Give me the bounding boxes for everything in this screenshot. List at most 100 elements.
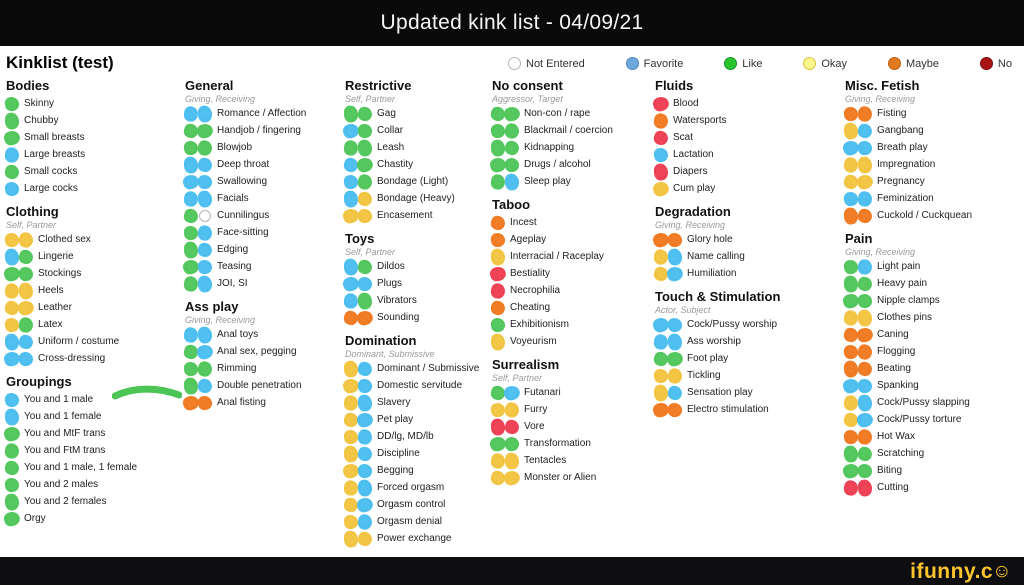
choice-circle-okay[interactable] [342, 393, 360, 412]
choice-circle-favorite[interactable] [856, 257, 874, 276]
choice-circle-favorite[interactable] [652, 332, 670, 351]
choice-circle-like[interactable] [183, 240, 199, 259]
choice-circle-like[interactable] [2, 128, 22, 147]
choice-circle-favorite[interactable] [357, 393, 373, 412]
choice-circle-no[interactable] [651, 94, 671, 113]
choice-circle-like[interactable] [3, 476, 21, 493]
choice-circle-maybe[interactable] [843, 359, 859, 378]
choice-circle-maybe[interactable] [342, 308, 360, 327]
choice-circle-no[interactable] [503, 417, 521, 436]
choice-circle-favorite[interactable] [4, 407, 20, 426]
choice-circle-okay[interactable] [502, 468, 522, 487]
choice-circle-okay[interactable] [489, 401, 507, 418]
choice-circle-favorite[interactable] [341, 274, 361, 293]
choice-circle-favorite[interactable] [197, 325, 213, 344]
choice-circle-favorite[interactable] [356, 444, 374, 463]
choice-circle-like[interactable] [842, 258, 860, 275]
choice-circle-okay[interactable] [842, 155, 860, 174]
choice-circle-no[interactable] [488, 264, 508, 283]
choice-circle-not-entered[interactable] [199, 209, 211, 222]
choice-circle-like[interactable] [357, 138, 373, 157]
choice-circle-like[interactable] [4, 111, 20, 130]
choice-circle-okay[interactable] [490, 332, 506, 351]
choice-circle-like[interactable] [503, 138, 521, 157]
choice-circle-okay[interactable] [342, 478, 360, 497]
choice-circle-favorite[interactable] [196, 173, 214, 190]
choice-circle-favorite[interactable] [842, 190, 860, 207]
choice-circle-favorite[interactable] [356, 377, 374, 394]
choice-circle-maybe[interactable] [856, 104, 874, 123]
choice-circle-favorite[interactable] [3, 180, 21, 197]
choice-circle-maybe[interactable] [856, 359, 874, 378]
choice-circle-okay[interactable] [356, 529, 374, 548]
choice-circle-maybe[interactable] [651, 400, 671, 419]
choice-circle-maybe[interactable] [843, 206, 859, 225]
choice-circle-favorite[interactable] [181, 172, 201, 191]
choice-circle-okay[interactable] [3, 298, 21, 317]
choice-circle-favorite[interactable] [356, 462, 374, 479]
choice-circle-maybe[interactable] [856, 206, 874, 225]
choice-circle-favorite[interactable] [841, 376, 861, 395]
choice-circle-favorite[interactable] [342, 155, 360, 174]
choice-circle-favorite[interactable] [651, 315, 671, 334]
choice-circle-okay[interactable] [342, 495, 360, 514]
choice-circle-favorite[interactable] [2, 349, 22, 368]
choice-circle-like[interactable] [652, 349, 670, 368]
choice-circle-okay[interactable] [343, 529, 359, 548]
choice-circle-maybe[interactable] [842, 325, 860, 344]
choice-circle-favorite[interactable] [196, 376, 214, 395]
choice-circle-like[interactable] [489, 172, 507, 191]
choice-circle-like[interactable] [841, 461, 861, 480]
choice-circle-maybe[interactable] [842, 343, 860, 360]
choice-circle-favorite[interactable] [197, 104, 213, 123]
choice-circle-like[interactable] [502, 104, 522, 123]
choice-circle-okay[interactable] [3, 281, 21, 300]
choice-circle-favorite[interactable] [183, 155, 199, 174]
choice-circle-favorite[interactable] [841, 138, 861, 157]
choice-circle-okay[interactable] [342, 410, 360, 429]
choice-circle-like[interactable] [356, 257, 374, 276]
choice-circle-okay[interactable] [341, 376, 361, 395]
choice-circle-no[interactable] [490, 417, 506, 436]
choice-circle-favorite[interactable] [666, 316, 684, 333]
choice-circle-okay[interactable] [842, 308, 860, 327]
choice-circle-maybe[interactable] [489, 298, 507, 317]
choice-circle-like[interactable] [3, 162, 21, 181]
choice-circle-favorite[interactable] [196, 258, 214, 275]
choice-circle-like[interactable] [195, 121, 215, 140]
choice-circle-maybe[interactable] [355, 308, 375, 327]
choice-circle-like[interactable] [2, 424, 22, 443]
choice-circle-favorite[interactable] [666, 383, 684, 402]
choice-circle-favorite[interactable] [355, 410, 375, 429]
choice-circle-favorite[interactable] [197, 274, 213, 293]
choice-circle-okay[interactable] [343, 359, 359, 378]
choice-circle-like[interactable] [490, 138, 506, 157]
choice-circle-like[interactable] [3, 441, 21, 460]
choice-circle-no[interactable] [842, 478, 860, 497]
choice-circle-okay[interactable] [356, 189, 374, 208]
choice-circle-favorite[interactable] [356, 427, 374, 446]
choice-circle-favorite[interactable] [855, 410, 875, 429]
choice-circle-like[interactable] [856, 462, 874, 479]
choice-circle-maybe[interactable] [842, 105, 860, 122]
choice-circle-like[interactable] [843, 444, 859, 463]
choice-circle-favorite[interactable] [182, 104, 200, 123]
choice-circle-like[interactable] [182, 139, 200, 156]
choice-circle-favorite[interactable] [357, 478, 373, 497]
choice-circle-favorite[interactable] [667, 332, 683, 351]
choice-circle-okay[interactable] [342, 513, 360, 530]
choice-circle-like[interactable] [196, 359, 214, 378]
choice-circle-favorite[interactable] [196, 223, 214, 242]
choice-circle-like[interactable] [182, 274, 200, 293]
choice-circle-like[interactable] [489, 122, 507, 139]
choice-circle-favorite[interactable] [356, 512, 374, 531]
choice-circle-favorite[interactable] [341, 121, 361, 140]
choice-circle-okay[interactable] [503, 400, 521, 419]
choice-circle-like[interactable] [489, 104, 507, 123]
choice-circle-okay[interactable] [504, 451, 520, 470]
choice-circle-like[interactable] [182, 206, 200, 225]
choice-circle-maybe[interactable] [489, 231, 507, 248]
choice-circle-favorite[interactable] [856, 121, 874, 140]
choice-circle-like[interactable] [856, 292, 874, 309]
choice-circle-favorite[interactable] [356, 359, 374, 378]
